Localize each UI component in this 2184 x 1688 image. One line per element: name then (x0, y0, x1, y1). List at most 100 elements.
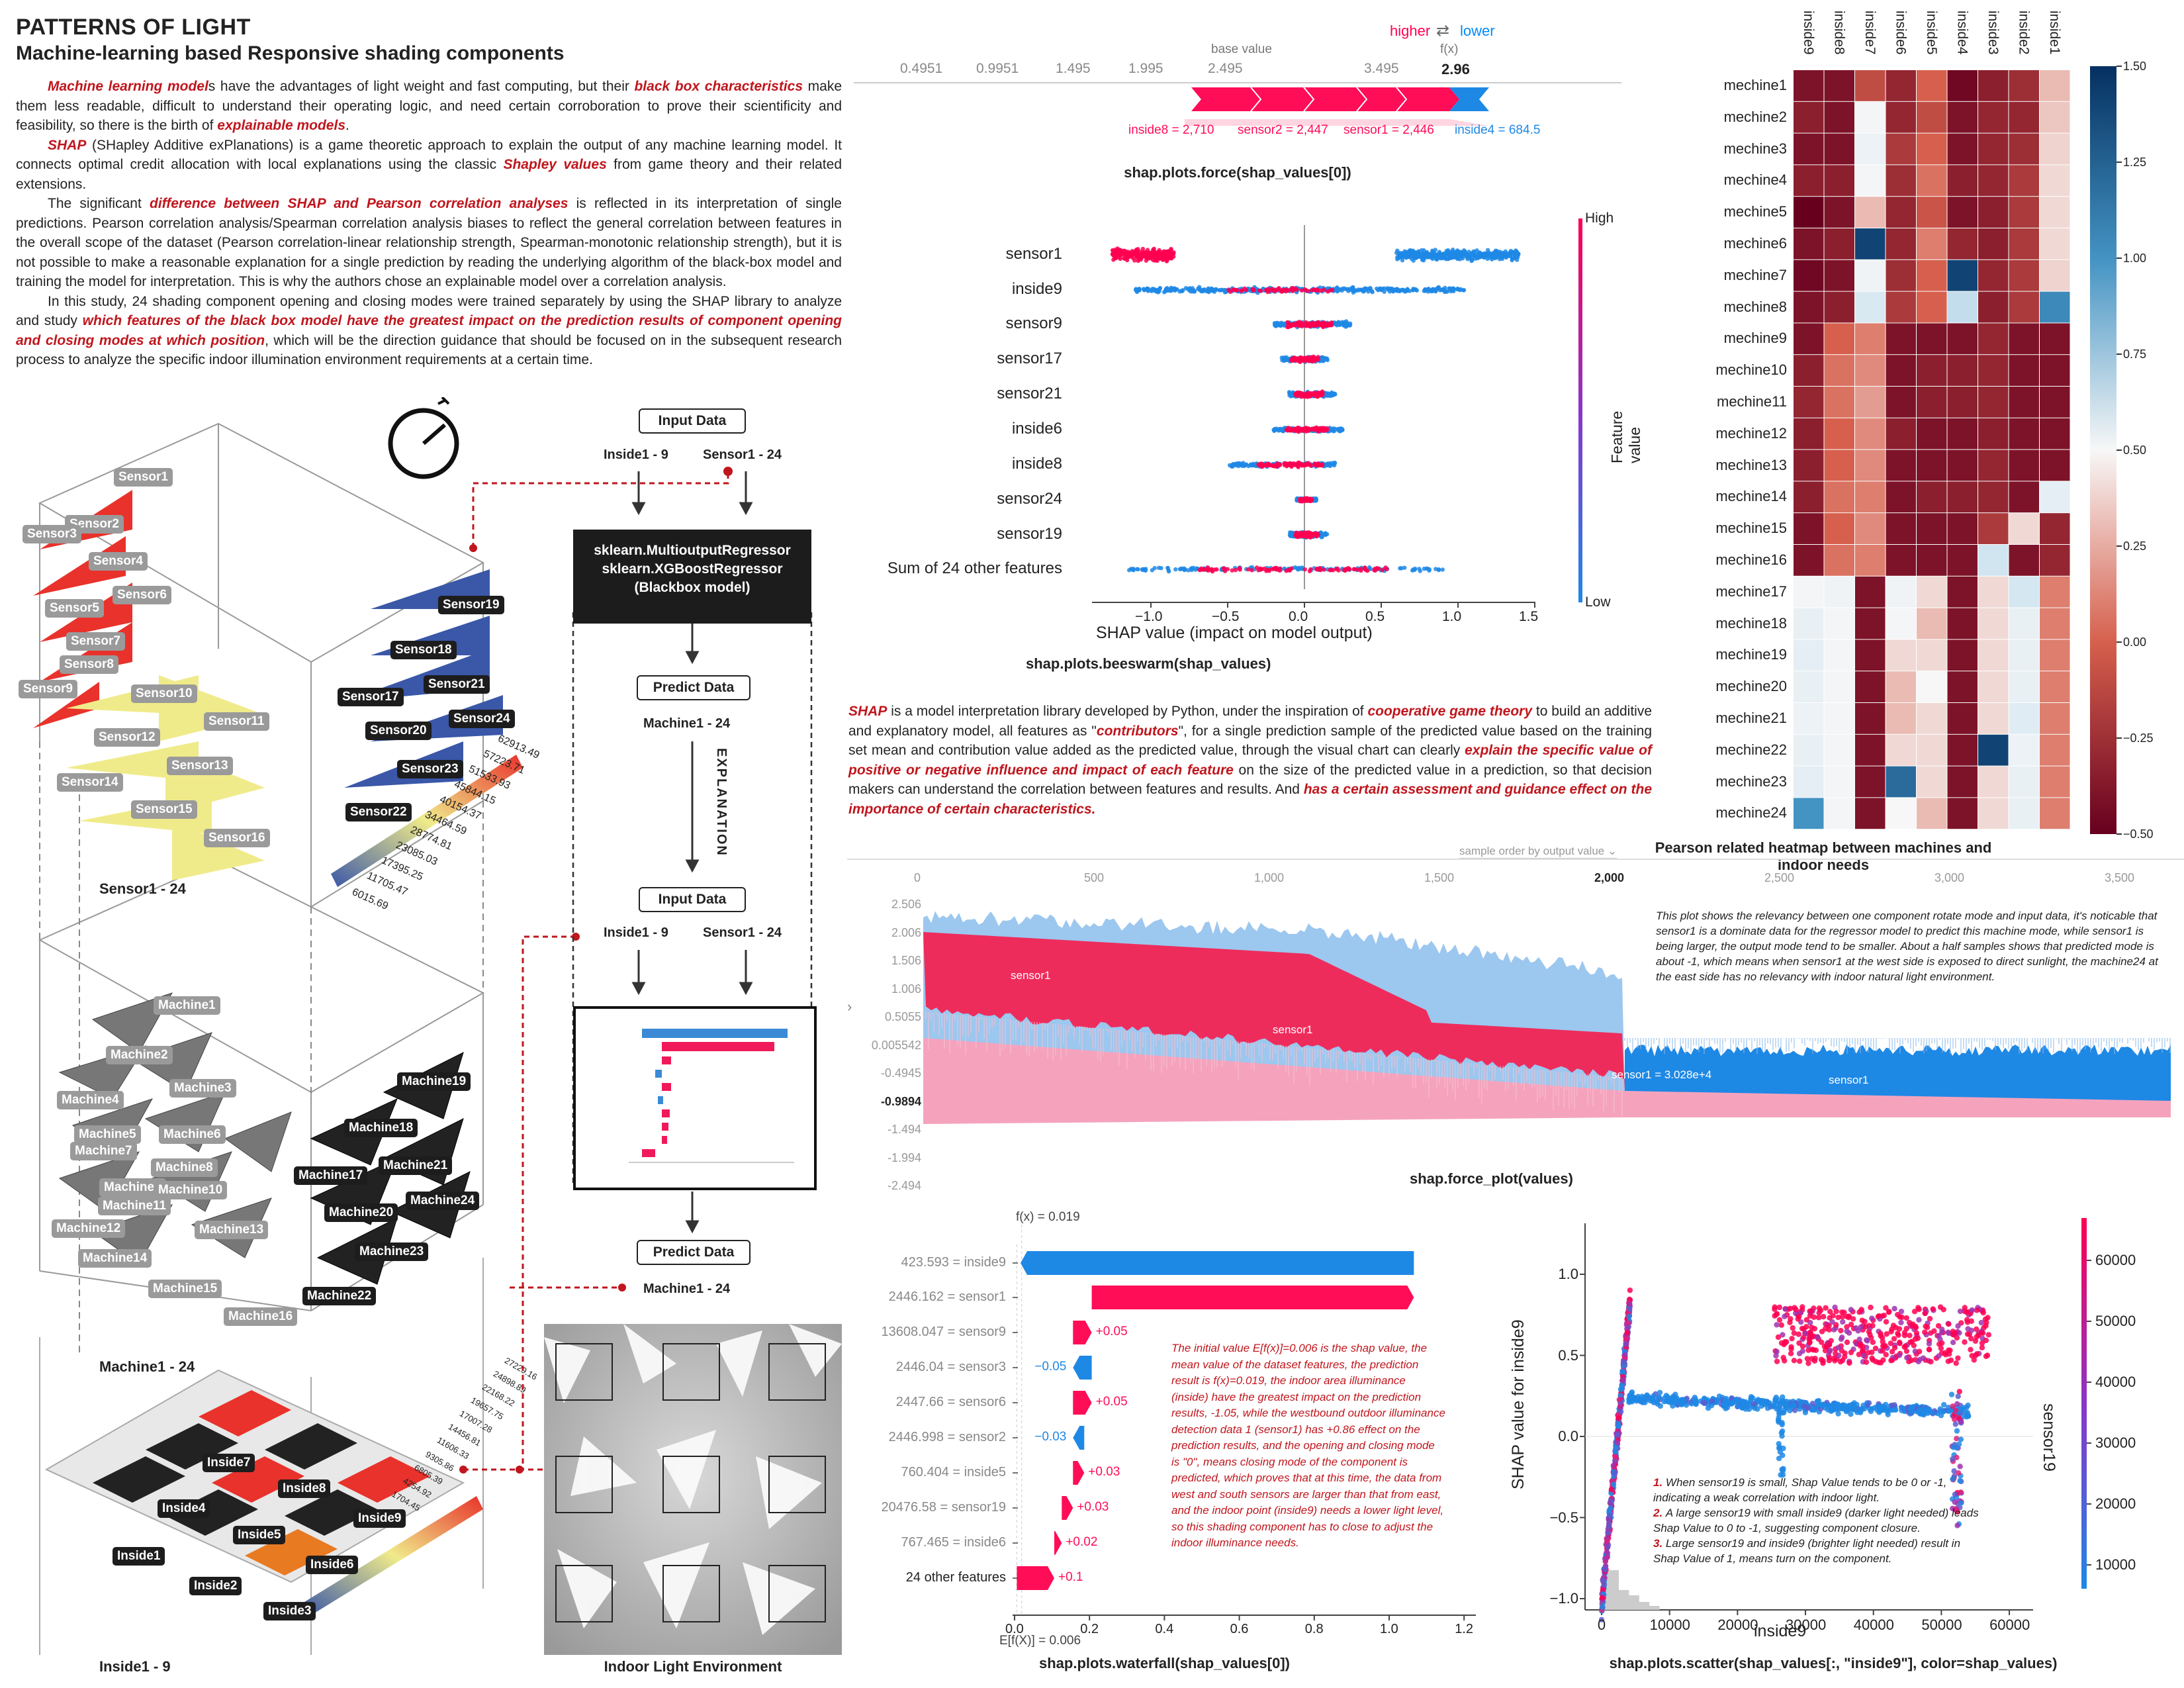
heatmap-cell (1794, 734, 1824, 766)
sensor-tag: Sensor20 (365, 722, 432, 740)
scatter-y-tick: −1.0 (1549, 1590, 1578, 1607)
heatmap-cell (1917, 481, 1947, 513)
heatmap-cell (1947, 197, 1978, 228)
heatmap-cell (1917, 291, 1947, 323)
heatmap-cell (1794, 165, 1824, 197)
sensor-range-label: Sensor1 - 24 (703, 447, 782, 462)
predict-data-box-2: Predict Data (637, 1240, 751, 1265)
heatmap-cell (1855, 387, 1886, 418)
heatmap-cell (2040, 608, 2070, 639)
inside-tag: Inside9 (353, 1509, 406, 1528)
heatmap-cell (1824, 545, 1854, 576)
stacked-y-tick: -0.4945 (880, 1066, 921, 1080)
heatmap-cell (2009, 197, 2039, 228)
stacked-x-tick: 2,000 (1594, 871, 1625, 884)
heatmap-cell (1947, 608, 1978, 639)
scatter-cbar-tick: 50000 (2095, 1313, 2136, 1329)
heatmap-cell (1855, 766, 1886, 798)
scatter-y-tick: 0.0 (1558, 1428, 1578, 1444)
heatmap-cell (1855, 197, 1886, 228)
heatmap-cell (1886, 70, 1916, 101)
waterfall-feature: 423.593 = inside9 (901, 1255, 1006, 1270)
heatmap-cell (1855, 513, 1886, 544)
heatmap-cell (2009, 228, 2039, 259)
sensor-tag: Sensor21 (424, 675, 490, 694)
heatmap-cell (1917, 703, 1947, 734)
heatmap-cell (1824, 639, 1854, 671)
heatmap-cell (1824, 481, 1854, 513)
heatmap-cell (2009, 291, 2039, 323)
waterfall-tick: 0.4 (1155, 1622, 1174, 1636)
heatmap-cell (2040, 545, 2070, 576)
waterfall-note: The initial value E[f(x)]=0.006 is the s… (1171, 1342, 1445, 1549)
heatmap-cell (1855, 608, 1886, 639)
scatter-xlabel: inside9 (1754, 1622, 1807, 1640)
heatmap-cell (1824, 513, 1854, 544)
heatmap-row-label: mechine8 (1723, 298, 1787, 315)
heatmap-row-label: mechine12 (1715, 424, 1787, 442)
waterfall-bar (1017, 1566, 1054, 1590)
heatmap-cell (1978, 165, 2009, 197)
heatmap-cell (1824, 228, 1854, 259)
heatmap-col-label: inside2 (2016, 11, 2032, 55)
heatmap-cell (1886, 101, 1916, 133)
heatmap-cell (1917, 70, 1947, 101)
heatmap-cell (1978, 734, 2009, 766)
scatter-cbar-tick: 40000 (2095, 1374, 2136, 1390)
sample-order-dropdown[interactable]: sample order by output value ⌄ (1459, 845, 1617, 859)
waterfall-plot: f(x) = 0.019 E[f(X)] = 0.006 0.0 0.2 0.4 0.… (847, 1205, 1476, 1681)
heatmap-cell (1855, 228, 1886, 259)
heatmap-cell (1824, 671, 1854, 702)
force-single-tick: 0.9951 (976, 61, 1019, 76)
heatmap-cell (1978, 576, 2009, 608)
intro-text: Machine learning models have the advanta… (16, 79, 842, 367)
heatmap-row-label: mechine23 (1715, 773, 1787, 790)
heatmap-cell (2040, 703, 2070, 734)
heatmap-cell (1917, 323, 1947, 355)
page-subtitle: Machine-learning based Responsive shadin… (16, 42, 565, 64)
force-feature-inside4: inside4 = 684.5 (1455, 123, 1541, 137)
sensor-tag: Sensor23 (397, 760, 463, 778)
scatter-y-tick: 0.5 (1558, 1346, 1578, 1364)
heatmap-cell (1855, 734, 1886, 766)
heatmap-cell (2009, 703, 2039, 734)
heatmap-cell (1947, 101, 1978, 133)
collapse-arrow-icon[interactable]: › (847, 998, 852, 1015)
machine-tag: Machine20 (324, 1203, 398, 1222)
scatter-note: 2. A large sensor19 with small inside9 (… (1653, 1507, 1979, 1534)
heatmap-cell (1794, 545, 1824, 576)
force-single-plot: higher ⇄ lower base value f(x) 0.4951 0.9… (854, 13, 1621, 185)
scatter-caption: shap.plots.scatter(shap_values[:, "insid… (1609, 1655, 2058, 1671)
heatmap-cell (2040, 734, 2070, 766)
inside-tag: Inside5 (233, 1526, 286, 1544)
machine-tag: Machine11 (98, 1197, 171, 1215)
heatmap-row-label: mechine22 (1715, 741, 1787, 758)
scatter-x-tick: 30000 (1786, 1617, 1827, 1633)
heatmap-col-label: inside1 (2047, 11, 2062, 55)
sensor-tag: Sensor17 (338, 688, 404, 706)
heatmap-cell (1917, 387, 1947, 418)
stacked-y-tick: -1.494 (887, 1123, 921, 1136)
heatmap-cell (1794, 291, 1824, 323)
heatmap-cell (2040, 639, 2070, 671)
stacked-x-tick: 0 (914, 871, 921, 884)
sensor-tag: Sensor10 (131, 684, 197, 703)
force-single-tick: 0.4951 (900, 61, 943, 76)
heatmap-cell (1824, 197, 1854, 228)
beeswarm-feature: Sum of 24 other features (887, 559, 1062, 577)
sensor1-label-a: sensor1 (1011, 969, 1051, 982)
machine-tag: Machine3 (169, 1079, 236, 1098)
inside-tag: Inside4 (158, 1499, 210, 1518)
heatmap-col-label: inside3 (1985, 11, 2001, 55)
heatmap-cell (2040, 798, 2070, 829)
heatmap-row-label: mechine17 (1715, 583, 1787, 600)
heatmap-cell (1824, 165, 1854, 197)
stacked-y-tick: 2.506 (891, 898, 921, 911)
stacked-y-tick: 0.005542 (871, 1038, 921, 1052)
input-data-box: Input Data (639, 408, 746, 434)
heatmap-cell (1855, 671, 1886, 702)
heatmap-cell (1824, 734, 1854, 766)
stacked-x-tick: 500 (1084, 871, 1105, 884)
heatmap-cell (2040, 418, 2070, 449)
stacked-y-tick: -2.494 (887, 1179, 921, 1192)
